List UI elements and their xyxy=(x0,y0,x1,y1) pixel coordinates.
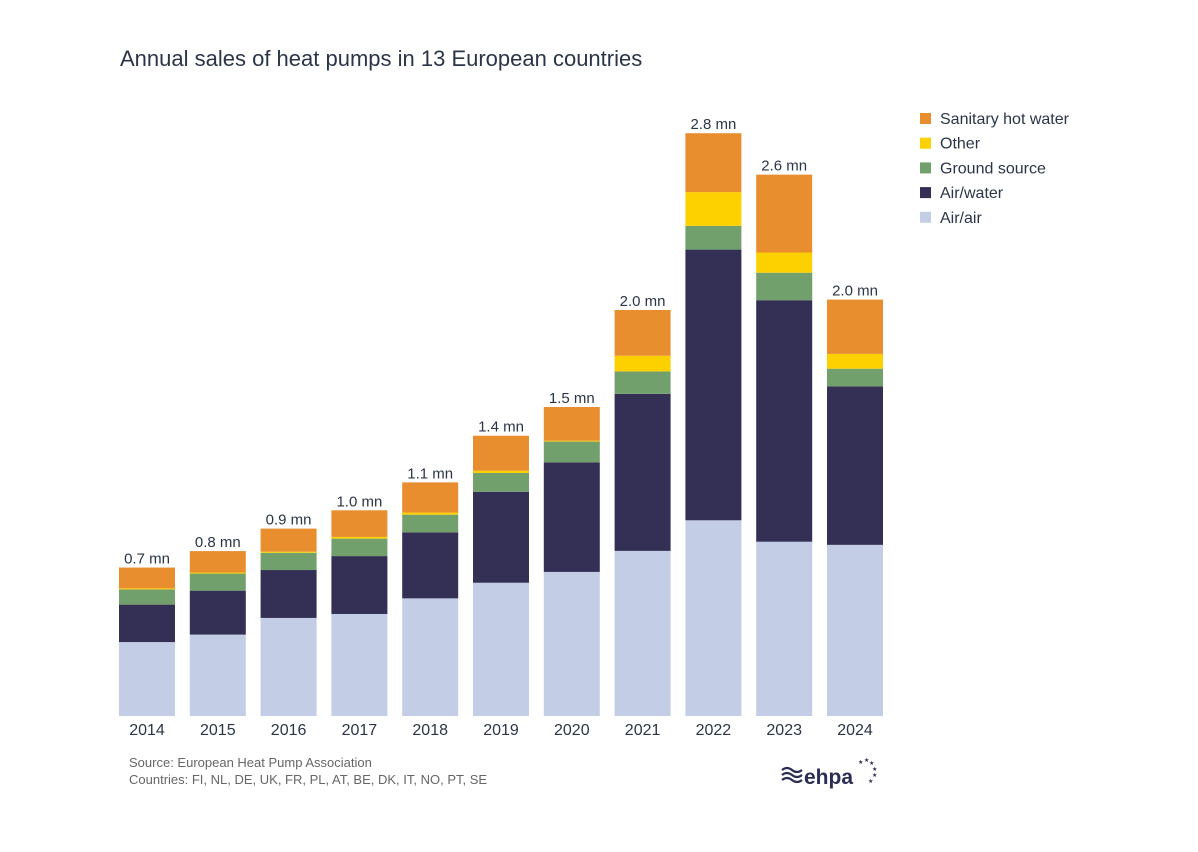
total-label-2018: 1.1 mn xyxy=(407,465,453,482)
x-tick-label-2020: 2020 xyxy=(554,722,590,739)
bar-segment-ground-source-2020 xyxy=(543,441,600,463)
bar-segment-other-2024 xyxy=(827,353,883,369)
total-label-2021: 2.0 mn xyxy=(620,293,666,310)
total-label-2017: 1.0 mn xyxy=(336,493,382,510)
bar-segment-sanitary-hot-water-2020 xyxy=(543,407,600,441)
bar-segment-sanitary-hot-water-2014 xyxy=(119,567,175,589)
logo-text: ehpa xyxy=(804,766,853,789)
total-label-2023: 2.6 mn xyxy=(761,158,807,175)
bar-segment-air-air-2016 xyxy=(260,617,317,716)
bar-segment-other-2016 xyxy=(260,551,317,553)
svg-text:★: ★ xyxy=(872,772,877,779)
bar-segment-other-2022 xyxy=(685,192,742,226)
legend-swatch-other xyxy=(920,137,931,149)
bar-segment-air-water-2017 xyxy=(331,556,388,614)
bar-segment-ground-source-2024 xyxy=(827,368,883,387)
bar-segment-ground-source-2023 xyxy=(756,272,813,301)
total-label-2020: 1.5 mn xyxy=(549,390,595,407)
x-tick-label-2016: 2016 xyxy=(271,722,307,739)
bar-segment-ground-source-2019 xyxy=(473,473,529,492)
legend-label-other: Other xyxy=(940,136,981,153)
legend-swatch-air-water xyxy=(920,187,931,199)
bar-segment-air-air-2015 xyxy=(189,634,246,716)
bar-segment-other-2020 xyxy=(543,440,600,442)
bar-segment-sanitary-hot-water-2016 xyxy=(260,528,317,552)
bar-segment-other-2017 xyxy=(331,536,388,539)
bar-segment-other-2023 xyxy=(756,252,813,273)
legend-label-ground-source: Ground source xyxy=(940,160,1046,177)
bar-segment-other-2014 xyxy=(119,588,175,590)
x-tick-label-2022: 2022 xyxy=(696,722,732,739)
bar-segment-air-air-2023 xyxy=(756,541,813,716)
svg-text:★: ★ xyxy=(858,759,863,766)
bar-segment-air-water-2016 xyxy=(260,570,317,618)
bar-segment-ground-source-2014 xyxy=(119,589,175,605)
svg-text:★: ★ xyxy=(869,760,874,767)
legend-swatch-sanitary-hot-water xyxy=(920,113,931,124)
bar-segment-sanitary-hot-water-2021 xyxy=(614,309,671,356)
bar-segment-air-water-2019 xyxy=(473,491,529,583)
x-tick-label-2014: 2014 xyxy=(129,722,165,739)
countries-note: Countries: FI, NL, DE, UK, FR, PL, AT, B… xyxy=(129,772,488,787)
bar-segment-air-water-2018 xyxy=(402,532,459,599)
bar-segment-sanitary-hot-water-2024 xyxy=(827,299,883,354)
source-note: Source: European Heat Pump Association xyxy=(129,755,372,770)
legend-swatch-ground-source xyxy=(920,162,931,174)
total-label-2024: 2.0 mn xyxy=(832,283,878,300)
legend-label-air-air: Air/air xyxy=(940,210,982,227)
total-label-2022: 2.8 mn xyxy=(690,116,736,133)
bar-segment-sanitary-hot-water-2018 xyxy=(402,482,459,513)
legend-label-sanitary-hot-water: Sanitary hot water xyxy=(940,111,1070,128)
bar-segment-air-air-2021 xyxy=(614,550,671,716)
bar-segment-air-air-2017 xyxy=(331,613,388,716)
svg-text:★: ★ xyxy=(868,778,873,785)
chart-title: Annual sales of heat pumps in 13 Europea… xyxy=(120,46,643,71)
bar-segment-air-water-2014 xyxy=(119,604,175,643)
bar-segment-ground-source-2016 xyxy=(260,552,317,571)
legend-label-air-water: Air/water xyxy=(940,185,1004,202)
bar-segment-air-water-2022 xyxy=(685,249,742,521)
x-tick-label-2021: 2021 xyxy=(625,722,661,739)
bar-segment-sanitary-hot-water-2019 xyxy=(473,435,529,471)
ehpa-logo: ehpa ★ ★ ★★★★ xyxy=(781,758,877,789)
bar-segment-air-air-2018 xyxy=(402,598,459,716)
total-label-2019: 1.4 mn xyxy=(478,419,524,436)
bar-segment-other-2019 xyxy=(473,470,529,474)
bar-segment-ground-source-2015 xyxy=(189,573,246,591)
bar-segment-other-2021 xyxy=(614,355,671,372)
x-tick-label-2017: 2017 xyxy=(342,722,378,739)
bar-segment-other-2015 xyxy=(189,572,246,574)
legend-swatch-air-air xyxy=(920,211,931,223)
bar-segment-sanitary-hot-water-2022 xyxy=(685,133,742,193)
total-label-2015: 0.8 mn xyxy=(195,534,241,551)
bar-segment-ground-source-2022 xyxy=(685,225,742,250)
bar-segment-sanitary-hot-water-2023 xyxy=(756,174,813,253)
x-tick-label-2019: 2019 xyxy=(483,722,519,739)
x-tick-label-2024: 2024 xyxy=(837,722,873,739)
total-label-2014: 0.7 mn xyxy=(124,551,170,568)
bar-segment-air-water-2021 xyxy=(614,393,671,551)
bar-segment-air-air-2014 xyxy=(119,642,175,716)
bar-segment-air-water-2015 xyxy=(189,590,246,635)
bar-segment-sanitary-hot-water-2015 xyxy=(189,551,246,573)
bar-segment-ground-source-2021 xyxy=(614,371,671,394)
bar-segment-air-air-2024 xyxy=(827,544,883,716)
bar-segment-air-water-2024 xyxy=(827,386,883,545)
svg-text:★: ★ xyxy=(864,758,869,764)
svg-text:★: ★ xyxy=(872,766,877,773)
x-tick-label-2015: 2015 xyxy=(200,722,236,739)
bar-segment-air-water-2023 xyxy=(756,300,813,542)
bar-segment-air-air-2020 xyxy=(543,571,600,716)
bar-segment-ground-source-2018 xyxy=(402,514,459,533)
bar-segment-air-air-2019 xyxy=(473,582,529,716)
x-tick-label-2018: 2018 xyxy=(412,722,448,739)
bar-segment-sanitary-hot-water-2017 xyxy=(331,510,388,537)
bar-segment-air-air-2022 xyxy=(685,520,742,716)
bar-segment-ground-source-2017 xyxy=(331,538,388,557)
bar-segment-air-water-2020 xyxy=(543,462,600,572)
bar-segment-other-2018 xyxy=(402,512,459,515)
x-tick-label-2023: 2023 xyxy=(766,722,802,739)
total-label-2016: 0.9 mn xyxy=(266,512,312,529)
